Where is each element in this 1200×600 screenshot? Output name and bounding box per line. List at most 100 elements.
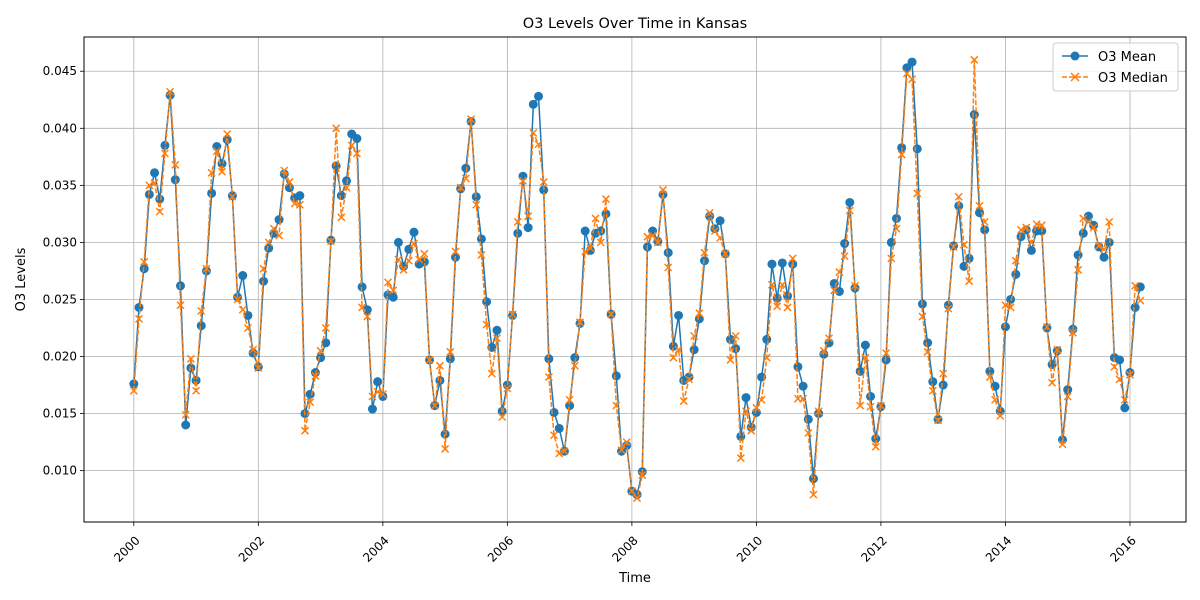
o3-mean-point: [803, 414, 813, 424]
o3-mean-point: [274, 215, 284, 225]
o3-median-point: [321, 323, 330, 333]
o3-median-point: [155, 207, 164, 216]
y-tick-label: 0.025: [43, 292, 77, 306]
o3-median-point: [212, 147, 221, 156]
o3-median-point: [871, 442, 880, 451]
o3-median-point: [939, 369, 948, 378]
o3-median-point: [233, 295, 242, 304]
o3-median-point: [684, 375, 693, 384]
o3-mean-point: [1130, 302, 1140, 312]
legend-mean-label: O3 Mean: [1098, 50, 1156, 65]
o3-median-point: [949, 242, 958, 252]
o3-median-point: [1063, 392, 1072, 401]
o3-mean-point: [367, 404, 377, 414]
o3-mean-point: [342, 176, 352, 186]
o3-median-point: [690, 331, 699, 341]
o3-median-point: [181, 410, 190, 419]
o3-median-point: [1079, 214, 1088, 223]
o3-median-point: [814, 407, 823, 416]
legend-box: [1052, 42, 1179, 92]
o3-mean-point: [689, 345, 699, 355]
o3-median-point: [352, 149, 361, 158]
o3-median-point: [985, 373, 994, 382]
o3-median-point: [472, 200, 481, 209]
o3-median-point: [752, 403, 761, 412]
o3-mean-point: [1016, 232, 1026, 242]
o3-median-point: [819, 346, 828, 355]
o3-median-point: [446, 347, 455, 356]
chart-title: O3 Levels Over Time in Kansas: [523, 16, 747, 32]
o3-median-point: [1048, 378, 1057, 387]
o3-median-point: [741, 407, 751, 416]
o3-median-point: [887, 254, 896, 263]
o3-median-point: [482, 320, 491, 329]
o3-mean-point: [435, 375, 445, 385]
o3-mean-point: [476, 234, 486, 244]
o3-median-point: [295, 200, 304, 209]
o3-mean-point: [902, 63, 912, 73]
o3-mean-point: [1115, 355, 1125, 365]
o3-median-point: [186, 354, 195, 363]
o3-mean-point: [928, 377, 938, 387]
o3-median-point: [778, 280, 787, 289]
o3-median-point: [337, 213, 346, 222]
o3-mean-point: [617, 446, 627, 456]
y-tick-label: 0.045: [43, 64, 77, 78]
o3-median-point: [783, 303, 792, 312]
o3-median-point: [648, 231, 657, 240]
o3-median-point: [358, 303, 367, 312]
o3-median-point: [617, 446, 626, 455]
y-axis-label: O3 Levels: [14, 247, 29, 311]
o3-median-point: [529, 128, 538, 137]
o3-median-point: [1027, 238, 1036, 247]
o3-median-point: [716, 233, 725, 242]
o3-mean-point: [855, 366, 865, 376]
o3-median-point: [228, 192, 237, 201]
o3-median-point: [461, 174, 470, 183]
y-tick-label: 0.015: [43, 407, 77, 421]
o3-median-point: [399, 265, 408, 274]
o3-median-point: [1016, 225, 1026, 234]
o3-mean-point: [284, 183, 294, 193]
o3-mean-point: [668, 341, 678, 351]
o3-median-point: [695, 309, 704, 318]
o3-median-point: [882, 349, 891, 358]
o3-median-point: [451, 247, 460, 256]
o3-median-point: [492, 334, 502, 343]
o3-median-point: [705, 208, 714, 217]
o3-median-point: [373, 387, 382, 396]
o3-median-point: [150, 179, 159, 188]
o3-median-point: [332, 124, 341, 133]
o3-median-point: [202, 264, 211, 273]
o3-mean-point: [632, 490, 642, 500]
o3-mean-point: [1083, 211, 1093, 221]
o3-median-point: [799, 394, 808, 403]
o3-median-point: [762, 353, 771, 362]
o3-mean-point: [352, 134, 362, 144]
o3-median-point: [389, 286, 398, 295]
o3-mean-point: [212, 142, 222, 152]
o3-median-point: [721, 249, 730, 258]
o3-mean-point: [565, 401, 575, 411]
o3-median-point: [845, 206, 854, 215]
o3-mean-point: [134, 302, 144, 312]
o3-median-point: [664, 263, 673, 272]
o3-median-point: [679, 397, 688, 406]
o3-median-point: [238, 305, 247, 314]
o3-median-point: [565, 395, 574, 404]
o3-median-point: [700, 248, 709, 257]
o3-mean-point: [808, 474, 818, 484]
o3-median-point: [980, 217, 989, 226]
o3-mean-point: [336, 191, 346, 201]
o3-median-point: [264, 238, 273, 247]
o3-mean-point: [715, 216, 725, 226]
o3-median-point: [467, 115, 476, 124]
o3-mean-point: [482, 297, 492, 307]
o3-mean-point: [777, 258, 787, 268]
o3-median-point: [544, 373, 553, 382]
o3-mean-point: [985, 366, 995, 376]
o3-median-point: [456, 183, 465, 192]
o3-mean-point: [741, 393, 751, 403]
y-tick-label: 0.040: [43, 121, 77, 135]
